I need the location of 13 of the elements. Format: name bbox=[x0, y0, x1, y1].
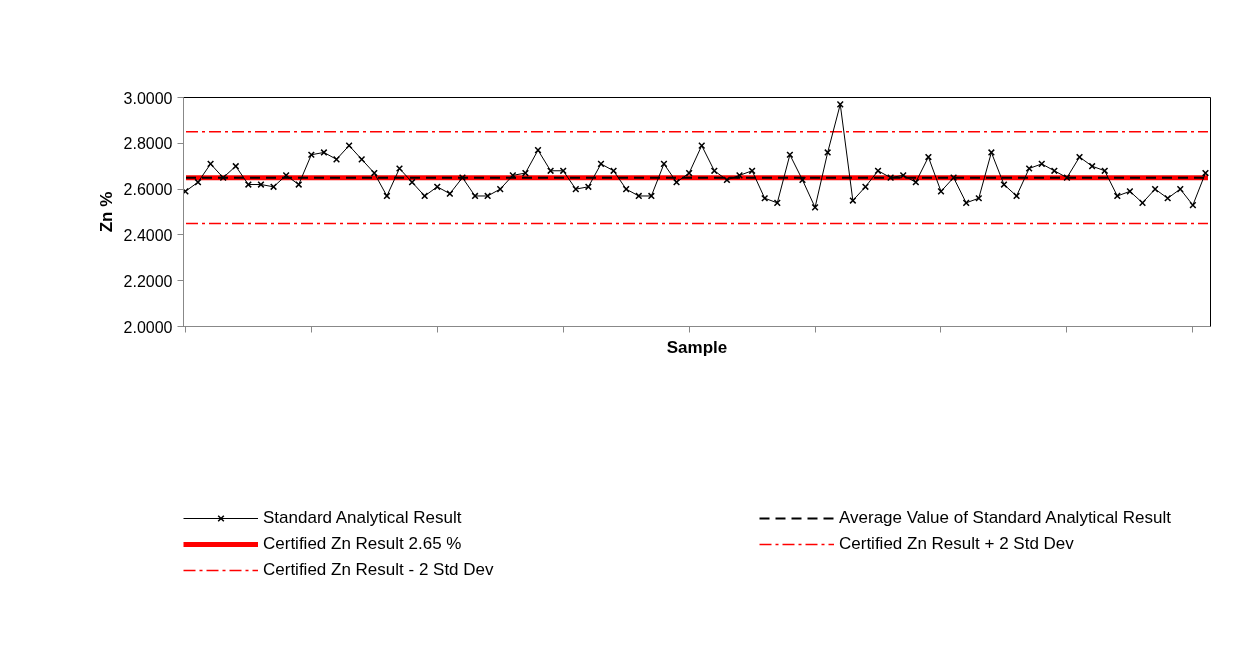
legend-label: Average Value of Standard Analytical Result bbox=[839, 508, 1173, 528]
y-tick-label: 2.4000 bbox=[123, 226, 173, 244]
y-tick-label: 2.8000 bbox=[123, 135, 173, 153]
y-tick-label: 3.0000 bbox=[123, 89, 173, 107]
y-tick-label: 2.0000 bbox=[123, 318, 173, 336]
y-tick-label: 2.2000 bbox=[123, 272, 173, 290]
legend-label: Certified Zn Result - 2 Std Dev bbox=[263, 560, 495, 580]
legend-label: Certified Zn Result 2.65 % bbox=[263, 534, 463, 554]
x-axis-title: Sample bbox=[666, 337, 728, 357]
legend-label: Certified Zn Result + 2 Std Dev bbox=[839, 534, 1075, 554]
legend-label: Standard Analytical Result bbox=[263, 508, 463, 528]
y-tick-label: 2.6000 bbox=[123, 181, 173, 199]
y-axis-title: Zn % bbox=[96, 191, 116, 233]
